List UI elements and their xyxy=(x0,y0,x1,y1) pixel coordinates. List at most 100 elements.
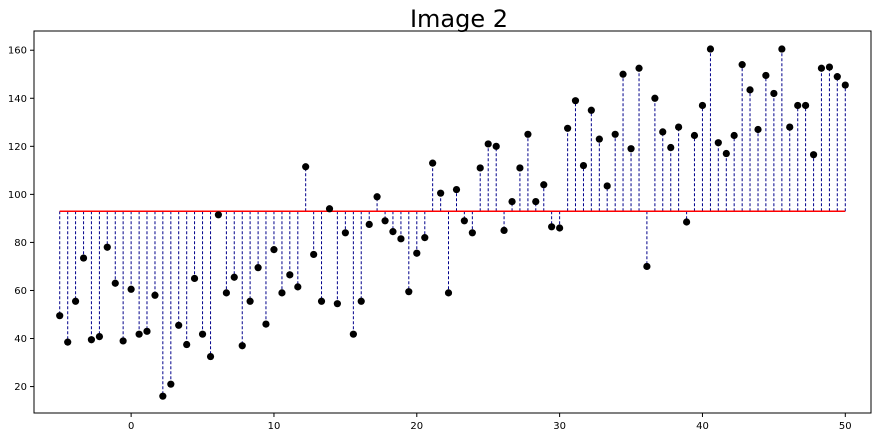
data-point xyxy=(556,224,564,232)
data-point xyxy=(683,218,691,226)
data-point xyxy=(317,297,326,305)
y-tick-label: 20 xyxy=(14,382,27,393)
data-point xyxy=(413,249,421,257)
data-point xyxy=(333,300,341,308)
data-point xyxy=(405,288,413,296)
data-point xyxy=(667,143,675,152)
data-point xyxy=(103,243,111,251)
data-point xyxy=(135,330,143,338)
data-point xyxy=(365,220,373,229)
data-point xyxy=(175,321,183,329)
data-point xyxy=(262,320,270,328)
x-axis: 0 10 20 30 40 50 xyxy=(128,413,852,432)
data-point xyxy=(738,61,746,69)
data-point xyxy=(794,101,802,110)
data-point xyxy=(754,125,762,134)
data-point xyxy=(801,101,810,110)
data-point xyxy=(437,189,445,197)
points-layer xyxy=(56,45,849,400)
data-point xyxy=(484,140,492,148)
data-point xyxy=(786,123,794,131)
data-point xyxy=(476,164,484,172)
data-point xyxy=(183,340,191,349)
data-point xyxy=(230,273,238,281)
data-point xyxy=(587,106,595,114)
data-point xyxy=(151,291,159,299)
x-tick-label: 40 xyxy=(696,421,709,432)
data-point xyxy=(714,139,722,147)
data-point xyxy=(254,264,262,272)
data-point xyxy=(56,312,64,320)
data-point xyxy=(706,45,715,53)
data-point xyxy=(770,89,778,98)
data-point xyxy=(841,81,849,89)
data-point xyxy=(730,131,738,140)
data-point xyxy=(778,45,786,53)
data-point xyxy=(294,283,302,291)
data-point xyxy=(87,336,96,344)
y-tick-label: 160 xyxy=(8,46,27,57)
data-point xyxy=(746,86,754,94)
data-point xyxy=(548,223,556,231)
data-point xyxy=(627,145,635,153)
data-point xyxy=(611,130,619,138)
data-point xyxy=(468,229,476,237)
data-point xyxy=(460,217,468,225)
x-tick-label: 10 xyxy=(268,421,281,432)
data-point xyxy=(95,333,104,341)
data-point xyxy=(357,297,365,305)
chart-title: Image 2 xyxy=(410,5,508,33)
data-point xyxy=(817,64,826,72)
data-point xyxy=(79,254,88,262)
data-point xyxy=(643,262,651,271)
data-point xyxy=(206,352,215,361)
data-point xyxy=(302,163,310,171)
x-tick-label: 30 xyxy=(553,421,566,432)
plot-frame xyxy=(33,30,872,414)
data-point xyxy=(595,135,603,143)
data-point xyxy=(444,289,453,297)
data-point xyxy=(603,182,611,190)
data-point xyxy=(373,193,381,201)
data-point xyxy=(238,342,246,350)
x-tick-label: 0 xyxy=(128,421,134,432)
data-point xyxy=(833,73,841,81)
data-point xyxy=(452,185,461,194)
data-point xyxy=(675,123,683,131)
x-tick-label: 20 xyxy=(410,421,423,432)
data-point xyxy=(127,285,135,293)
data-point xyxy=(190,274,199,283)
data-point xyxy=(119,337,127,345)
data-point xyxy=(532,197,540,206)
data-point xyxy=(286,271,294,279)
data-point xyxy=(690,131,699,140)
data-point xyxy=(111,279,119,287)
data-point xyxy=(397,235,405,243)
data-point xyxy=(571,97,580,105)
data-point xyxy=(516,164,524,172)
data-point xyxy=(809,151,818,159)
data-point xyxy=(825,63,834,71)
data-point xyxy=(500,226,508,235)
data-point xyxy=(159,392,167,400)
y-tick-label: 100 xyxy=(8,190,27,201)
data-point xyxy=(651,94,659,102)
data-point xyxy=(246,297,254,305)
data-point xyxy=(381,217,389,225)
data-point xyxy=(222,289,230,297)
data-point xyxy=(698,101,707,110)
x-tick-label: 50 xyxy=(839,421,852,432)
data-point xyxy=(71,297,80,305)
data-point xyxy=(429,159,437,167)
data-point xyxy=(619,70,627,78)
data-point xyxy=(198,330,207,338)
data-point xyxy=(722,149,730,158)
data-point xyxy=(349,330,357,338)
y-tick-label: 40 xyxy=(14,334,27,345)
data-point xyxy=(421,234,429,242)
data-point xyxy=(564,124,572,132)
y-tick-label: 120 xyxy=(8,142,27,153)
data-point xyxy=(278,289,286,297)
stems-layer xyxy=(59,49,846,397)
